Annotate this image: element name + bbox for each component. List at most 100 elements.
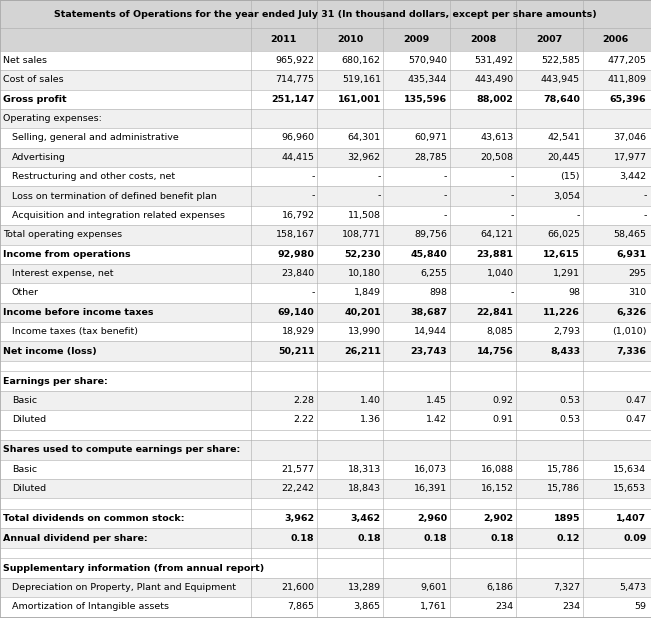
- Text: 2009: 2009: [404, 35, 430, 44]
- Text: 3,442: 3,442: [619, 172, 646, 181]
- Bar: [0, 264, 651, 283]
- Text: -: -: [311, 172, 314, 181]
- Text: Net sales: Net sales: [3, 56, 48, 65]
- Text: Total operating expenses: Total operating expenses: [3, 230, 122, 239]
- Bar: [0, 548, 651, 558]
- Text: 40,201: 40,201: [344, 308, 381, 317]
- Text: 6,326: 6,326: [616, 308, 646, 317]
- Text: Income taxes (tax benefit): Income taxes (tax benefit): [12, 327, 138, 336]
- Bar: [0, 28, 651, 51]
- Text: 16,792: 16,792: [281, 211, 314, 220]
- Text: 158,167: 158,167: [275, 230, 314, 239]
- Text: 21,600: 21,600: [281, 583, 314, 592]
- Text: 78,640: 78,640: [543, 95, 580, 104]
- Text: -: -: [510, 172, 514, 181]
- Text: 8,085: 8,085: [487, 327, 514, 336]
- Text: 1895: 1895: [553, 514, 580, 523]
- Text: 69,140: 69,140: [278, 308, 314, 317]
- Text: 2,793: 2,793: [553, 327, 580, 336]
- Text: 58,465: 58,465: [613, 230, 646, 239]
- Text: 411,809: 411,809: [607, 75, 646, 85]
- Text: 135,596: 135,596: [404, 95, 447, 104]
- Text: 22,841: 22,841: [477, 308, 514, 317]
- Text: 1,291: 1,291: [553, 269, 580, 278]
- Text: 234: 234: [562, 602, 580, 612]
- Text: Supplementary information (from annual report): Supplementary information (from annual r…: [3, 563, 264, 573]
- Text: 14,944: 14,944: [414, 327, 447, 336]
- Bar: [0, 459, 651, 479]
- Text: 0.47: 0.47: [626, 396, 646, 405]
- Text: Amortization of Intangible assets: Amortization of Intangible assets: [12, 602, 169, 612]
- Text: 1,407: 1,407: [616, 514, 646, 523]
- Text: 965,922: 965,922: [275, 56, 314, 65]
- Bar: [0, 597, 651, 617]
- Text: Depreciation on Property, Plant and Equipment: Depreciation on Property, Plant and Equi…: [12, 583, 236, 592]
- Text: 295: 295: [628, 269, 646, 278]
- Text: -: -: [577, 211, 580, 220]
- Text: 20,508: 20,508: [480, 153, 514, 162]
- Bar: [0, 429, 651, 440]
- Text: Income from operations: Income from operations: [3, 250, 131, 259]
- Text: 1.42: 1.42: [426, 416, 447, 424]
- Text: Gross profit: Gross profit: [3, 95, 67, 104]
- Text: -: -: [444, 211, 447, 220]
- Text: -: -: [643, 211, 646, 220]
- Text: 251,147: 251,147: [271, 95, 314, 104]
- Text: 531,492: 531,492: [475, 56, 514, 65]
- Bar: [0, 302, 651, 322]
- Text: 64,121: 64,121: [480, 230, 514, 239]
- Text: Diluted: Diluted: [12, 484, 46, 493]
- Text: 44,415: 44,415: [281, 153, 314, 162]
- Bar: [0, 322, 651, 341]
- Text: 0.09: 0.09: [623, 533, 646, 543]
- Text: 22,242: 22,242: [281, 484, 314, 493]
- Text: -: -: [378, 192, 381, 200]
- Text: Statements of Operations for the year ended July 31 (In thousand dollars, except: Statements of Operations for the year en…: [54, 9, 597, 19]
- Text: Shares used to compute earnings per share:: Shares used to compute earnings per shar…: [3, 446, 240, 454]
- Text: 15,653: 15,653: [613, 484, 646, 493]
- Text: 898: 898: [429, 289, 447, 297]
- Bar: [0, 440, 651, 459]
- Text: 1.36: 1.36: [360, 416, 381, 424]
- Text: Other: Other: [12, 289, 38, 297]
- Text: 60,971: 60,971: [414, 133, 447, 143]
- Text: Loss on termination of defined benefit plan: Loss on termination of defined benefit p…: [12, 192, 217, 200]
- Bar: [0, 371, 651, 391]
- Bar: [0, 528, 651, 548]
- Text: 26,211: 26,211: [344, 347, 381, 356]
- Text: 21,577: 21,577: [281, 465, 314, 474]
- Text: Restructuring and other costs, net: Restructuring and other costs, net: [12, 172, 175, 181]
- Text: Annual dividend per share:: Annual dividend per share:: [3, 533, 148, 543]
- Bar: [0, 245, 651, 264]
- Text: 15,634: 15,634: [613, 465, 646, 474]
- Bar: [0, 90, 651, 109]
- Text: Earnings per share:: Earnings per share:: [3, 377, 108, 386]
- Text: 519,161: 519,161: [342, 75, 381, 85]
- Text: 43,613: 43,613: [480, 133, 514, 143]
- Text: 37,046: 37,046: [613, 133, 646, 143]
- Bar: [0, 148, 651, 167]
- Text: 570,940: 570,940: [408, 56, 447, 65]
- Text: 3,962: 3,962: [284, 514, 314, 523]
- Text: Acquisition and integration related expenses: Acquisition and integration related expe…: [12, 211, 225, 220]
- Text: 9,601: 9,601: [421, 583, 447, 592]
- Text: 52,230: 52,230: [344, 250, 381, 259]
- Text: 2011: 2011: [271, 35, 297, 44]
- Bar: [0, 509, 651, 528]
- Text: 2,902: 2,902: [484, 514, 514, 523]
- Text: 0.91: 0.91: [493, 416, 514, 424]
- Text: Diluted: Diluted: [12, 416, 46, 424]
- Text: 45,840: 45,840: [411, 250, 447, 259]
- Text: 13,990: 13,990: [348, 327, 381, 336]
- Text: 234: 234: [495, 602, 514, 612]
- Bar: [0, 479, 651, 498]
- Text: Basic: Basic: [12, 396, 37, 405]
- Text: 108,771: 108,771: [342, 230, 381, 239]
- Text: 1,040: 1,040: [487, 269, 514, 278]
- Text: 10,180: 10,180: [348, 269, 381, 278]
- Bar: [0, 361, 651, 371]
- Text: 310: 310: [628, 289, 646, 297]
- Text: 18,843: 18,843: [348, 484, 381, 493]
- Text: 13,289: 13,289: [348, 583, 381, 592]
- Text: Income before income taxes: Income before income taxes: [3, 308, 154, 317]
